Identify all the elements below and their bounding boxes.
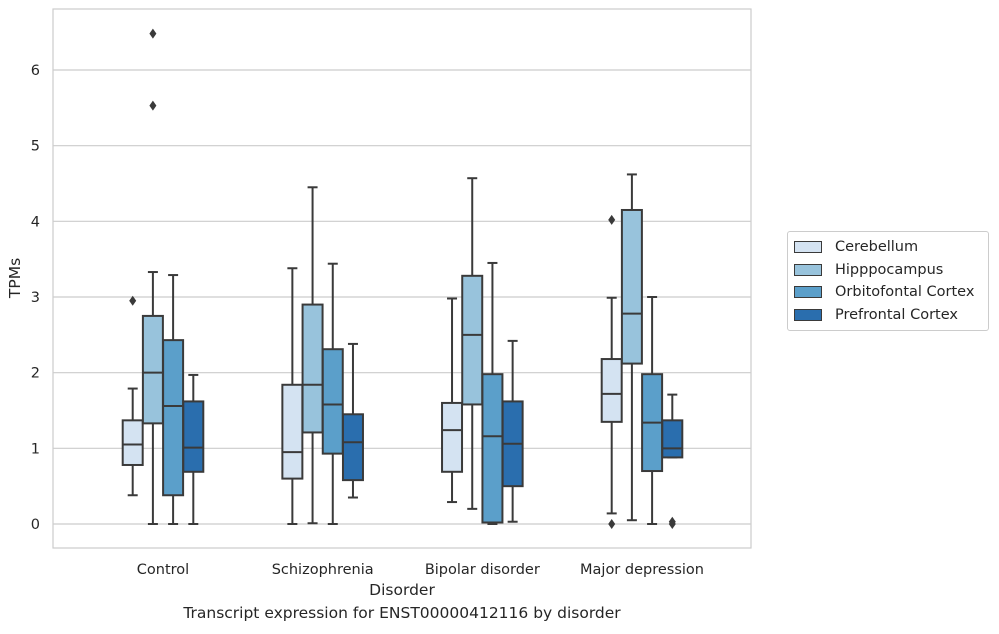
- x-tick-label: Major depression: [580, 562, 704, 578]
- box-group: [620, 173, 643, 522]
- box-group: [501, 339, 524, 523]
- box: [481, 373, 504, 524]
- y-tick-label: 2: [31, 366, 40, 382]
- box: [141, 314, 164, 425]
- y-tick-label: 4: [31, 214, 40, 230]
- outlier-point: [668, 519, 676, 529]
- box-group: [121, 295, 144, 497]
- outlier-point: [149, 100, 157, 111]
- legend-swatch: [794, 241, 822, 254]
- box: [182, 400, 205, 473]
- legend-label: Orbitofontal Cortex: [835, 284, 975, 301]
- outlier-point: [129, 295, 137, 306]
- x-tick-label: Control: [137, 562, 189, 578]
- box: [301, 303, 324, 434]
- box-series: [121, 28, 684, 529]
- box-group: [182, 373, 205, 525]
- x-axis-label: Disorder: [369, 581, 435, 599]
- box: [441, 401, 464, 473]
- y-tick-label: 1: [31, 441, 40, 457]
- x-tick-labels: Control Schizophrenia Bipolar disorder Majo…: [137, 562, 704, 578]
- legend-swatch: [794, 308, 822, 321]
- box: [461, 274, 484, 406]
- box-group: [321, 262, 344, 525]
- box-group: [441, 297, 464, 504]
- box-group: [600, 214, 623, 529]
- y-tick-label: 3: [31, 290, 40, 306]
- box: [341, 413, 364, 482]
- legend-item: Orbitofontal Cortex: [788, 281, 988, 304]
- box: [661, 419, 684, 459]
- outlier-point: [608, 214, 616, 225]
- x-tick-label: Schizophrenia: [272, 562, 374, 578]
- y-tick-labels: 0 1 2 3 4 5 6: [31, 63, 40, 533]
- y-axis-label: TPMs: [6, 258, 24, 299]
- legend: Cerebellum Hipppocampus Orbitofontal Cor…: [787, 231, 989, 331]
- box: [121, 419, 144, 466]
- legend-label: Cerebellum: [835, 239, 919, 256]
- legend-swatch: [794, 263, 822, 276]
- box: [620, 208, 643, 365]
- legend-label: Prefrontal Cortex: [835, 306, 958, 323]
- y-tick-label: 5: [31, 139, 40, 155]
- box: [162, 339, 185, 497]
- outlier-point: [149, 28, 157, 39]
- box: [321, 348, 344, 455]
- legend-item: Prefrontal Cortex: [788, 304, 988, 327]
- box-group: [341, 342, 364, 499]
- legend-item: Cerebellum: [788, 236, 988, 259]
- y-tick-label: 6: [31, 63, 40, 79]
- outlier-point: [608, 519, 616, 529]
- x-tick-label: Bipolar disorder: [425, 562, 540, 578]
- legend-label: Hipppocampus: [835, 261, 944, 278]
- legend-swatch: [794, 286, 822, 299]
- box: [600, 358, 623, 423]
- box-group: [461, 177, 484, 510]
- chart-title: Transcript expression for ENST0000041211…: [183, 604, 621, 622]
- box-group: [661, 393, 684, 529]
- y-tick-label: 0: [31, 517, 40, 533]
- box: [281, 383, 304, 480]
- legend-item: Hipppocampus: [788, 259, 988, 282]
